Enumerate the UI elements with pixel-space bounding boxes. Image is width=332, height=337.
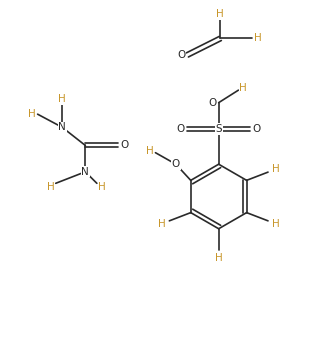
Text: N: N (81, 167, 89, 177)
Text: H: H (28, 109, 36, 119)
Text: O: O (120, 141, 128, 150)
Text: O: O (177, 124, 185, 134)
Text: H: H (272, 219, 280, 229)
Text: H: H (215, 253, 222, 263)
Text: H: H (58, 94, 66, 104)
Text: H: H (158, 219, 166, 229)
Text: H: H (146, 146, 153, 156)
Text: N: N (58, 122, 66, 132)
Text: H: H (239, 84, 247, 93)
Text: H: H (254, 33, 261, 43)
Text: H: H (272, 164, 280, 174)
Text: O: O (177, 50, 186, 60)
Text: H: H (216, 9, 224, 20)
Text: H: H (46, 182, 54, 192)
Text: O: O (252, 124, 261, 134)
Text: S: S (215, 124, 222, 134)
Text: O: O (172, 159, 180, 169)
Text: O: O (208, 98, 217, 108)
Text: H: H (98, 182, 106, 192)
